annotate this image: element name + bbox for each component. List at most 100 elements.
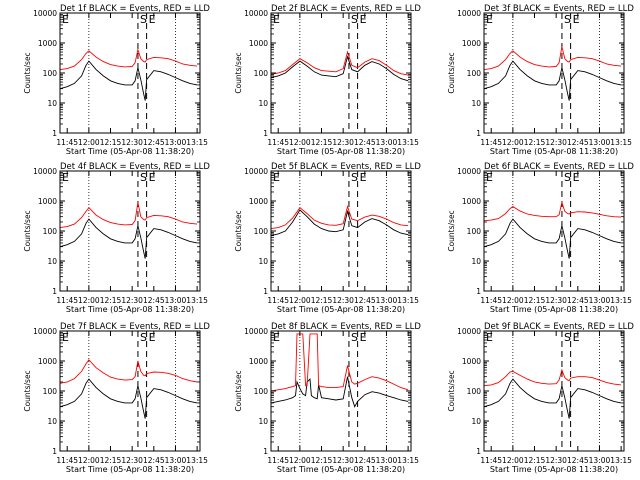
panel-5-ytick-label: 100: [254, 227, 269, 236]
panel-5-ytick-label: 10000: [244, 167, 268, 176]
panel-4-ytick-label: 1: [52, 287, 57, 296]
panel-3-axes: [483, 12, 625, 134]
panel-8-ytick-label: 1: [263, 447, 268, 456]
panel-2-ylabel: Counts/sec: [234, 52, 243, 93]
panel-1-xlabel: Start Time (05-Apr-08 11:38:20): [66, 147, 194, 156]
panel-2-marker-label: S: [351, 13, 358, 26]
panel-8-marker-label: E: [273, 331, 280, 344]
panel-9-series-black: [483, 378, 622, 419]
panel-9-axes: [483, 330, 625, 452]
panel-5-xtick-label: 12:30: [332, 296, 354, 305]
panel-5-xlabel: Start Time (05-Apr-08 11:38:20): [277, 305, 405, 314]
panel-3-ytick-label: 100: [467, 69, 482, 78]
panel-2-ytick-label: 100: [254, 69, 269, 78]
panel-1-ytick-label: 10: [47, 99, 57, 108]
panel-6-axes: [483, 170, 625, 292]
panel-9-series-red: [483, 368, 622, 387]
panel-5-xtick-label: 12:45: [354, 296, 376, 305]
panel-3-xtick-label: 12:45: [567, 138, 589, 147]
panel-5-series-red: [270, 205, 409, 230]
panel-9-xlabel: Start Time (05-Apr-08 11:38:20): [490, 465, 618, 474]
panel-2-ytick-label: 1: [263, 129, 268, 138]
panel-9-xtick-label: 12:30: [545, 456, 567, 465]
panel-3-xtick-label: 12:30: [545, 138, 567, 147]
panel-2-xtick-label: 12:15: [311, 138, 333, 147]
panel-2-xtick-label: 12:45: [354, 138, 376, 147]
panel-5-marker-label: E: [360, 171, 367, 184]
panel-7-xtick-label: 12:45: [143, 456, 165, 465]
panel-5-ytick-label: 1: [263, 287, 268, 296]
panel-7-xlabel: Start Time (05-Apr-08 11:38:20): [66, 465, 194, 474]
panel-2-ytick-label: 1000: [249, 39, 268, 48]
panel-5-ytick-label: 1000: [249, 197, 268, 206]
panel-8-axes: [270, 330, 412, 452]
panel-9-marker-label: S: [564, 331, 571, 344]
panel-5-xtick-label: 11:45: [267, 296, 289, 305]
panel-7-series-red: [59, 359, 198, 384]
panel-4-xlabel: Start Time (05-Apr-08 11:38:20): [66, 305, 194, 314]
panel-3-ytick-label: 10: [471, 99, 481, 108]
panel-5-xtick-label: 12:15: [311, 296, 333, 305]
panel-6-marker-label: E: [573, 171, 580, 184]
panel-7-marker-label: S: [140, 331, 147, 344]
panel-7-ytick-label: 10000: [33, 327, 57, 336]
panel-7-xtick-label: 12:15: [100, 456, 122, 465]
panel-6-xtick-label: 13:15: [610, 296, 632, 305]
panel-4-axes: [59, 170, 201, 292]
panel-3-xlabel: Start Time (05-Apr-08 11:38:20): [490, 147, 618, 156]
panel-5-xtick-label: 13:00: [376, 296, 398, 305]
panel-8-marker-label: E: [360, 331, 367, 344]
panel-4-ytick-label: 10000: [33, 167, 57, 176]
panel-9-xtick-label: 11:45: [480, 456, 502, 465]
panel-6-ylabel: Counts/sec: [447, 210, 456, 251]
panel-2-marker-label: E: [273, 13, 280, 26]
panel-2-ytick-label: 10: [258, 99, 268, 108]
panel-5-xtick-label: 12:00: [289, 296, 311, 305]
panel-5-xtick-label: 13:15: [397, 296, 419, 305]
panel-1-ytick-label: 10000: [33, 9, 57, 18]
panel-6-series-red: [483, 200, 622, 222]
panel-1-series-red: [59, 47, 198, 71]
panel-8-xtick-label: 12:00: [289, 456, 311, 465]
panel-9-xtick-label: 12:45: [567, 456, 589, 465]
panel-3-ylabel: Counts/sec: [447, 52, 456, 93]
panel-7-series-black: [59, 378, 198, 419]
panel-3-xtick-label: 11:45: [480, 138, 502, 147]
panel-3-marker-label: S: [564, 13, 571, 26]
panel-6-xtick-label: 12:00: [502, 296, 524, 305]
panel-1-xtick-label: 13:15: [186, 138, 208, 147]
panel-7-xtick-label: 13:15: [186, 456, 208, 465]
panel-9-marker-label: E: [486, 331, 493, 344]
panel-1-xtick-label: 12:45: [143, 138, 165, 147]
panel-8-ylabel: Counts/sec: [234, 370, 243, 411]
panel-9-ytick-label: 1: [476, 447, 481, 456]
panel-8-xtick-label: 12:45: [354, 456, 376, 465]
panel-8-series-black: [270, 376, 409, 408]
panel-3-ytick-label: 10000: [457, 9, 481, 18]
panel-3-marker-label: E: [486, 13, 493, 26]
panel-1-xtick-label: 11:45: [56, 138, 78, 147]
panel-7-ytick-label: 1: [52, 447, 57, 456]
panel-2-series-red: [270, 50, 409, 76]
panel-6-marker-label: S: [564, 171, 571, 184]
panel-6-ytick-label: 1: [476, 287, 481, 296]
panel-8-ytick-label: 1000: [249, 357, 268, 366]
panel-2-marker-label: E: [360, 13, 367, 26]
panel-3-ytick-label: 1000: [462, 39, 481, 48]
panel-6-xtick-label: 12:15: [524, 296, 546, 305]
panel-1-ytick-label: 1000: [38, 39, 57, 48]
panel-4-title: Det 4f BLACK = Events, RED = LLD: [60, 162, 210, 172]
panel-4-ytick-label: 10: [47, 257, 57, 266]
panel-4-xtick-label: 12:30: [121, 296, 143, 305]
panel-4-marker-label: E: [62, 171, 69, 184]
panel-4-marker-label: S: [140, 171, 147, 184]
panel-1-xtick-label: 12:30: [121, 138, 143, 147]
panel-9-xtick-label: 12:00: [502, 456, 524, 465]
panel-9-ytick-label: 100: [467, 387, 482, 396]
panel-3-series-black: [483, 60, 622, 101]
panel-5-title: Det 5f BLACK = Events, RED = LLD: [271, 162, 421, 172]
panel-7-ytick-label: 10: [47, 417, 57, 426]
panel-6-xtick-label: 11:45: [480, 296, 502, 305]
panel-8-xtick-label: 13:15: [397, 456, 419, 465]
panel-9-title: Det 9f BLACK = Events, RED = LLD: [484, 322, 634, 332]
